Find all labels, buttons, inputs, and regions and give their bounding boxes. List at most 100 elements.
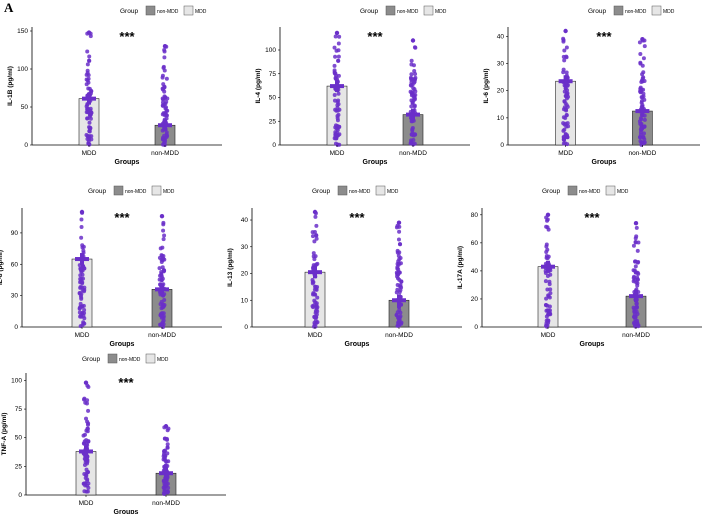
chart1-xtick-label-2: non-MDD [151,150,179,157]
chart2-ytick-label-5: 100 [265,47,276,54]
chart1-point-mdd [86,80,91,85]
chart7-point-mdd [84,489,89,494]
chart2-point-mdd [332,98,337,103]
chart1-point-non-mdd [161,65,166,70]
chart1-point-mdd [86,76,91,81]
chart3-point-non-mdd [639,117,644,122]
chart6-point-non-mdd [633,240,638,245]
chart2-significance: *** [367,29,383,44]
chart3-point-mdd [562,48,567,53]
chart4-point-mdd [79,217,84,222]
chart4-point-non-mdd [159,314,164,319]
panel-label: A [4,0,14,15]
chart6-point-non-mdd [631,243,636,248]
chart2-point-non-mdd [412,132,417,137]
chart2-point-mdd [333,133,338,138]
chart4-legend-title: Group [88,188,106,195]
chart2-point-mdd [332,68,337,73]
chart4-point-non-mdd [157,266,162,271]
chart5-point-non-mdd [397,229,402,234]
chart6-ytick-label-2: 20 [471,296,479,303]
chart1-point-mdd [85,68,90,73]
chart2-point-non-mdd [413,71,418,76]
chart6-legend-label-1: non-MDD [579,189,601,195]
chart2-ytick-label-3: 50 [269,95,277,102]
chart5-ytick-label-4: 30 [241,244,249,251]
chart3-point-mdd [561,128,566,133]
chart1-point-mdd [89,110,94,115]
chart4-point-non-mdd [160,276,165,281]
chart3-legend-title: Group [588,8,606,15]
chart2-point-non-mdd [408,89,413,94]
chart6-ytick-label-3: 40 [471,268,479,275]
chart5-point-mdd [312,314,317,319]
chart6-point-non-mdd [635,318,640,323]
chart5-point-non-mdd [397,315,402,320]
chart3-point-mdd [561,115,566,120]
chart2-point-mdd [335,128,340,133]
chart4-point-mdd [80,245,85,250]
chart6-point-mdd [546,312,551,317]
chart2-xtick-label-1: MDD [330,150,345,157]
chart6-point-mdd [547,279,552,284]
chart3-point-mdd [564,70,569,75]
chart5-mean-v-mdd [313,266,317,279]
chart5-point-non-mdd [396,237,401,242]
chart1-mean-v-mdd [87,92,91,105]
chart3-mean-v-non-mdd [640,105,645,118]
chart3-point-non-mdd [638,61,643,66]
chart4-point-non-mdd [161,304,166,309]
chart7-point-max-non-mdd [163,424,169,429]
chart4-mean-v-mdd [80,253,84,266]
chart5-point-non-mdd [399,279,404,284]
chart7-ytick-label-2: 25 [15,463,23,470]
chart7-point-mdd [82,481,87,486]
chart2-legend-title: Group [360,8,378,15]
chart2-point-non-mdd [409,62,414,67]
chart6-point-mdd [546,318,551,323]
chart1-legend-swatch-1 [145,5,156,16]
chart3-point-non-mdd [639,142,644,147]
chart5-point-mdd [314,223,319,228]
chart6-point-non-mdd [634,301,639,306]
chart5-x-axis-label: Groups [345,341,370,348]
chart2-point-non-mdd [412,104,417,109]
chart2-point-mdd [332,63,337,68]
chart6-point-max-mdd [545,212,551,218]
chart2-point-mdd [336,98,341,103]
chart2-point-mdd [333,125,338,130]
chart2-point-mdd [336,41,341,46]
chart6-point-non-mdd [634,305,639,310]
chart3-ytick-label-5: 40 [497,33,505,40]
chart7-y-axis-label: TNF-A (pg/ml) [1,413,8,456]
chart3-point-mdd [562,58,567,63]
chart7-legend-swatch-2 [145,353,156,364]
chart6-legend-swatch-1 [567,185,578,196]
chart1-point-mdd [85,49,90,54]
chart5-point-max-mdd [312,209,318,215]
chart2-point-mdd [337,142,342,147]
chart4-point-mdd [77,291,82,296]
chart4-point-mdd [78,324,83,329]
chart2-point-mdd [335,103,340,108]
chart3-x-axis-label: Groups [592,159,617,166]
chart5-legend-swatch-2 [375,185,386,196]
chart5-point-mdd [311,303,316,308]
chart2-legend-label-2: MDD [435,9,447,15]
chart6-point-mdd [546,254,551,259]
chart2-point-mdd [337,34,342,39]
chart6-mean-v-mdd [546,260,550,273]
chart7-point-non-mdd [165,445,170,450]
chart1-point-mdd [87,129,92,134]
chart1-point-mdd [87,86,92,91]
chart3-point-non-mdd [639,79,644,84]
chart1-point-max-mdd [86,30,92,35]
chart1-mean-v-non-mdd [163,119,167,132]
chart6-point-non-mdd [634,225,639,230]
chart3-legend-swatch-2 [651,5,662,16]
chart1-point-non-mdd [161,102,166,107]
chart2-mean-v-mdd [335,80,339,93]
chart5-point-non-mdd [396,253,401,258]
chart7-ytick-label-1: 0 [18,492,22,499]
